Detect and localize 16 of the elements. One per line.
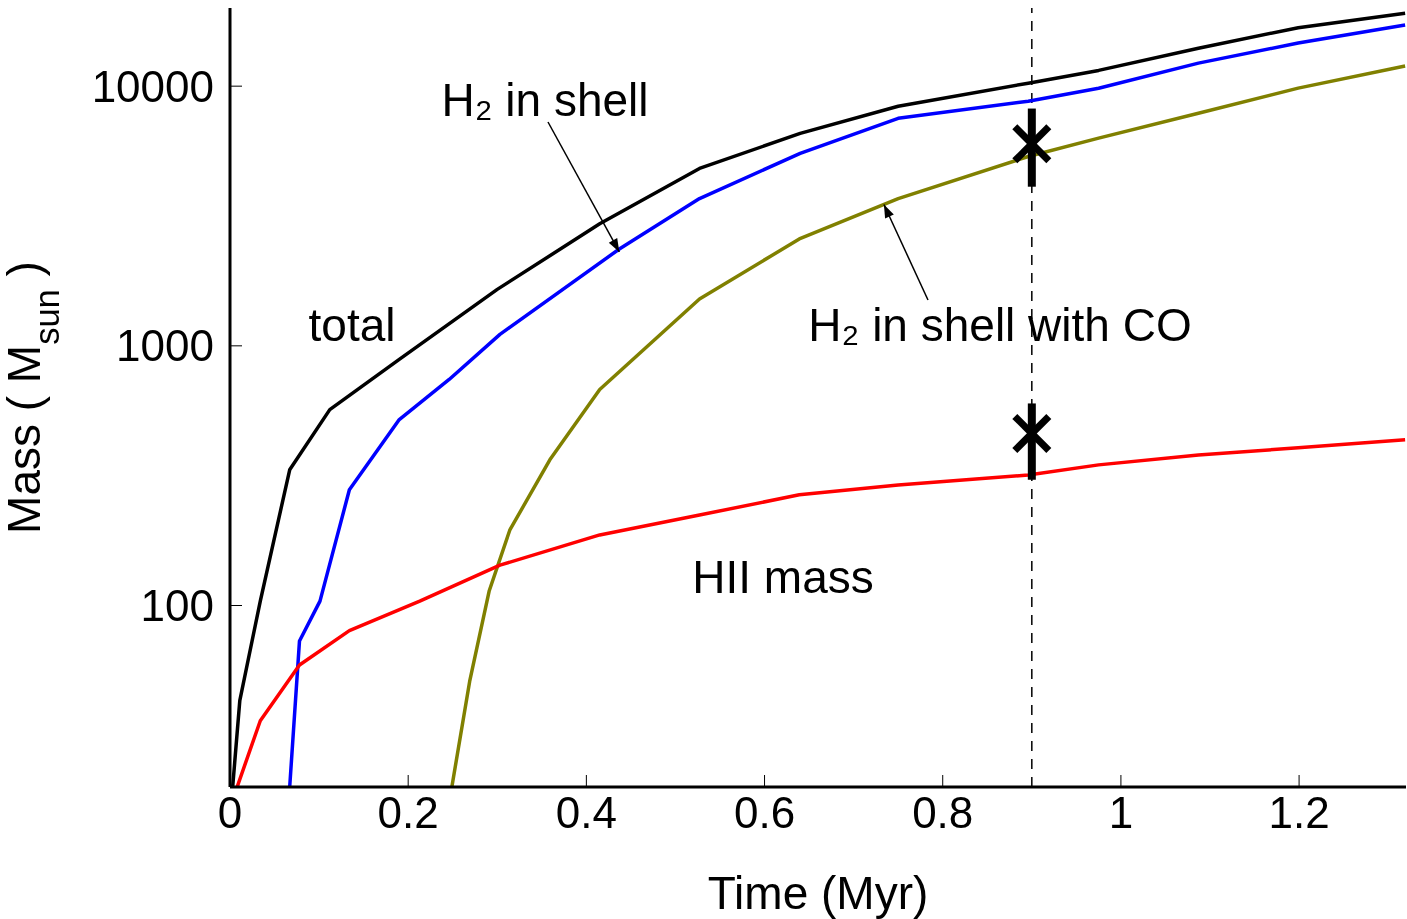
x-tick-label: 0.2: [377, 788, 439, 838]
x-tick-label: 0.8: [912, 788, 974, 838]
y-tick-label: 100: [140, 581, 214, 631]
annotation: H₂ in shell: [441, 73, 649, 127]
x-axis-title: Time (Myr): [707, 867, 929, 919]
x-tick-label: 1: [1108, 788, 1134, 838]
x-tick-label: 1.2: [1268, 788, 1330, 838]
x-tick-label: 0.4: [555, 788, 617, 838]
y-tick-label: 1000: [116, 321, 214, 371]
line-series: [235, 437, 1406, 787]
annotation: H₂ in shell with CO: [808, 298, 1192, 352]
annotation: HII mass: [692, 550, 874, 604]
annotation: total: [308, 298, 396, 352]
x-tick-label: 0.6: [733, 788, 796, 838]
y-tick-label: 10000: [91, 61, 214, 111]
x-tick-label: 0: [217, 788, 243, 838]
